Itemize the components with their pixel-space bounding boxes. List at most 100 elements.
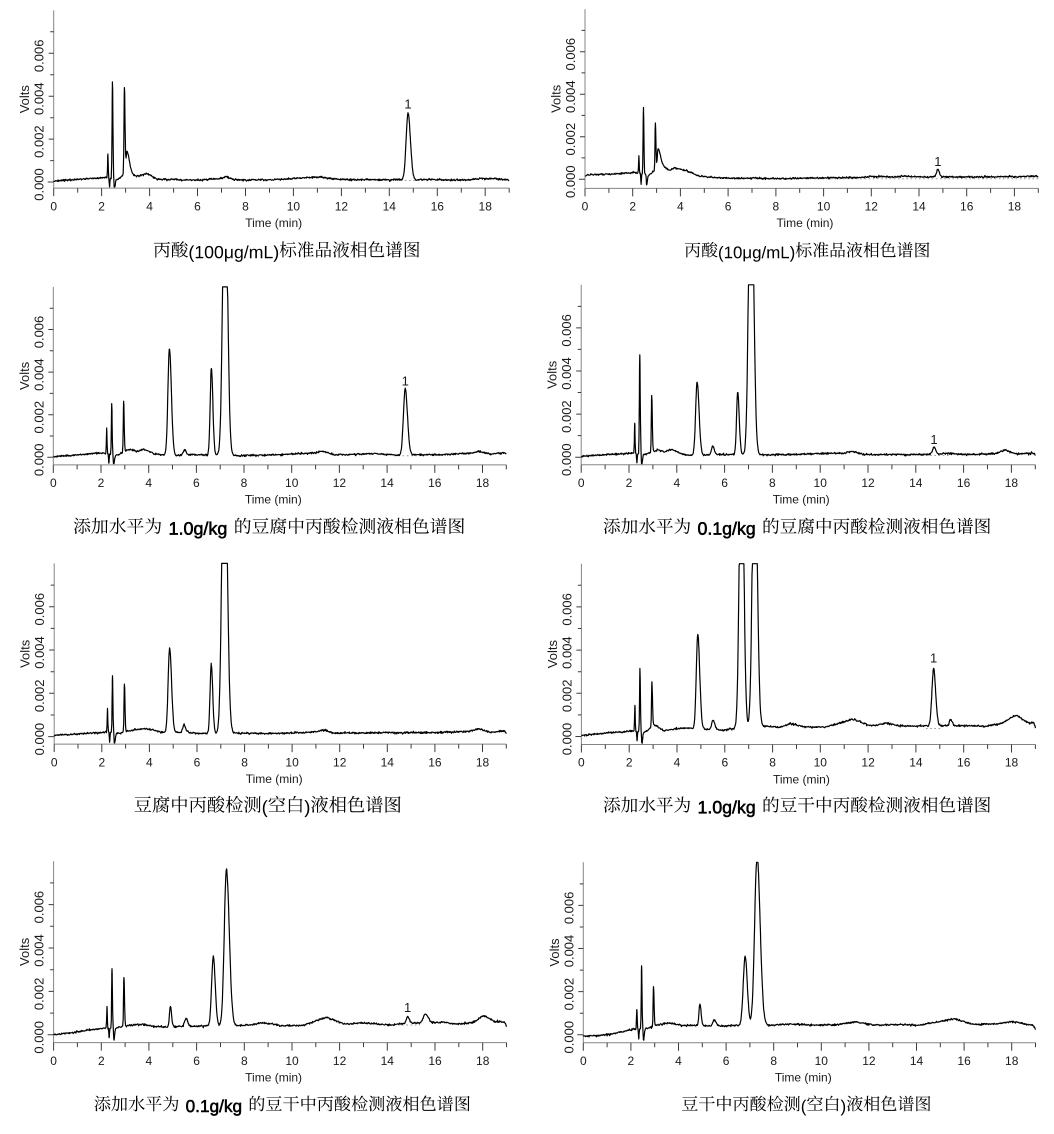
svg-text:0: 0 bbox=[578, 756, 585, 770]
svg-text:10: 10 bbox=[814, 476, 828, 490]
svg-text:8: 8 bbox=[242, 199, 249, 213]
svg-text:2: 2 bbox=[626, 476, 633, 490]
svg-text:18: 18 bbox=[1005, 476, 1019, 490]
svg-text:8: 8 bbox=[769, 476, 776, 490]
svg-text:0.002: 0.002 bbox=[32, 978, 47, 1011]
svg-text:2: 2 bbox=[98, 476, 105, 490]
svg-text:0.000: 0.000 bbox=[559, 723, 574, 756]
svg-text:0.006: 0.006 bbox=[32, 593, 47, 626]
svg-text:0.000: 0.000 bbox=[32, 168, 47, 201]
svg-text:2: 2 bbox=[98, 199, 105, 213]
svg-text:Time (min): Time (min) bbox=[777, 216, 834, 230]
svg-text:0.006: 0.006 bbox=[32, 891, 47, 924]
svg-text:Time (min): Time (min) bbox=[245, 216, 302, 230]
svg-text:16: 16 bbox=[428, 1054, 442, 1068]
svg-text:0.000: 0.000 bbox=[32, 1021, 47, 1054]
svg-text:2: 2 bbox=[628, 1054, 635, 1068]
svg-text:0.006: 0.006 bbox=[559, 314, 574, 347]
svg-text:6: 6 bbox=[721, 756, 728, 770]
svg-text:0.004: 0.004 bbox=[559, 636, 574, 669]
svg-text:8: 8 bbox=[241, 755, 248, 769]
svg-text:0.000: 0.000 bbox=[32, 723, 47, 756]
svg-text:0.002: 0.002 bbox=[559, 400, 574, 433]
svg-text:14: 14 bbox=[381, 1054, 395, 1068]
svg-text:0.006: 0.006 bbox=[559, 593, 574, 626]
svg-text:12: 12 bbox=[865, 200, 879, 214]
svg-text:14: 14 bbox=[380, 476, 394, 490]
svg-text:8: 8 bbox=[241, 476, 248, 490]
svg-text:Time (min): Time (min) bbox=[245, 493, 302, 507]
svg-text:12: 12 bbox=[333, 755, 347, 769]
svg-text:12: 12 bbox=[333, 476, 347, 490]
svg-text:0.000: 0.000 bbox=[31, 444, 46, 477]
svg-text:4: 4 bbox=[145, 476, 152, 490]
svg-text:Time (min): Time (min) bbox=[773, 772, 830, 786]
svg-text:Volts: Volts bbox=[17, 85, 32, 114]
svg-text:10: 10 bbox=[815, 1054, 829, 1068]
svg-text:6: 6 bbox=[721, 476, 728, 490]
svg-text:16: 16 bbox=[428, 755, 442, 769]
svg-text:Volts: Volts bbox=[18, 639, 33, 668]
svg-text:10: 10 bbox=[285, 1054, 299, 1068]
svg-text:6: 6 bbox=[723, 1054, 730, 1068]
svg-text:Time (min): Time (min) bbox=[773, 493, 830, 507]
svg-text:2: 2 bbox=[626, 756, 633, 770]
svg-text:16: 16 bbox=[957, 756, 971, 770]
svg-text:1: 1 bbox=[404, 1000, 411, 1015]
svg-text:0: 0 bbox=[50, 476, 57, 490]
svg-text:0.004: 0.004 bbox=[32, 636, 47, 669]
svg-text:0: 0 bbox=[50, 199, 57, 213]
svg-text:12: 12 bbox=[333, 1054, 347, 1068]
svg-text:4: 4 bbox=[674, 756, 681, 770]
svg-text:Volts: Volts bbox=[549, 84, 564, 113]
svg-text:0.002: 0.002 bbox=[32, 125, 47, 158]
svg-text:0.004: 0.004 bbox=[32, 82, 47, 115]
svg-text:16: 16 bbox=[957, 1054, 971, 1068]
svg-text:14: 14 bbox=[909, 476, 923, 490]
svg-text:18: 18 bbox=[479, 199, 493, 213]
svg-text:18: 18 bbox=[1005, 756, 1019, 770]
svg-text:12: 12 bbox=[861, 476, 875, 490]
svg-text:0.006: 0.006 bbox=[31, 316, 46, 349]
svg-text:18: 18 bbox=[476, 476, 490, 490]
svg-text:18: 18 bbox=[476, 755, 490, 769]
svg-text:14: 14 bbox=[383, 199, 397, 213]
svg-text:6: 6 bbox=[193, 1054, 200, 1068]
svg-text:18: 18 bbox=[476, 1054, 490, 1068]
svg-text:14: 14 bbox=[381, 755, 395, 769]
svg-text:1: 1 bbox=[930, 432, 937, 447]
svg-text:0: 0 bbox=[51, 755, 58, 769]
svg-text:12: 12 bbox=[861, 756, 875, 770]
svg-text:0.006: 0.006 bbox=[563, 38, 578, 71]
svg-text:16: 16 bbox=[957, 476, 971, 490]
svg-text:Volts: Volts bbox=[545, 360, 560, 389]
svg-text:8: 8 bbox=[770, 1054, 777, 1068]
svg-text:0: 0 bbox=[578, 476, 585, 490]
svg-text:4: 4 bbox=[677, 200, 684, 214]
svg-text:0: 0 bbox=[582, 200, 589, 214]
svg-text:Time (min): Time (min) bbox=[246, 772, 303, 786]
svg-text:4: 4 bbox=[146, 1054, 153, 1068]
svg-text:0.000: 0.000 bbox=[561, 1021, 576, 1054]
svg-text:10: 10 bbox=[814, 756, 828, 770]
svg-text:14: 14 bbox=[912, 200, 926, 214]
svg-text:0.004: 0.004 bbox=[559, 357, 574, 390]
svg-text:0: 0 bbox=[50, 1054, 57, 1068]
svg-text:10: 10 bbox=[817, 200, 831, 214]
svg-text:1: 1 bbox=[402, 373, 409, 388]
svg-text:18: 18 bbox=[1005, 1054, 1019, 1068]
svg-text:1: 1 bbox=[930, 651, 937, 666]
svg-text:12: 12 bbox=[862, 1054, 876, 1068]
svg-text:1: 1 bbox=[934, 154, 941, 169]
svg-text:8: 8 bbox=[241, 1054, 248, 1068]
svg-text:0: 0 bbox=[580, 1054, 587, 1068]
svg-text:4: 4 bbox=[673, 476, 680, 490]
svg-text:0.002: 0.002 bbox=[561, 978, 576, 1011]
svg-text:0.000: 0.000 bbox=[563, 165, 578, 198]
svg-text:0.006: 0.006 bbox=[561, 892, 576, 925]
svg-text:6: 6 bbox=[193, 476, 200, 490]
svg-text:0.002: 0.002 bbox=[32, 680, 47, 713]
svg-text:4: 4 bbox=[675, 1054, 682, 1068]
svg-text:8: 8 bbox=[769, 756, 776, 770]
svg-text:6: 6 bbox=[194, 199, 201, 213]
